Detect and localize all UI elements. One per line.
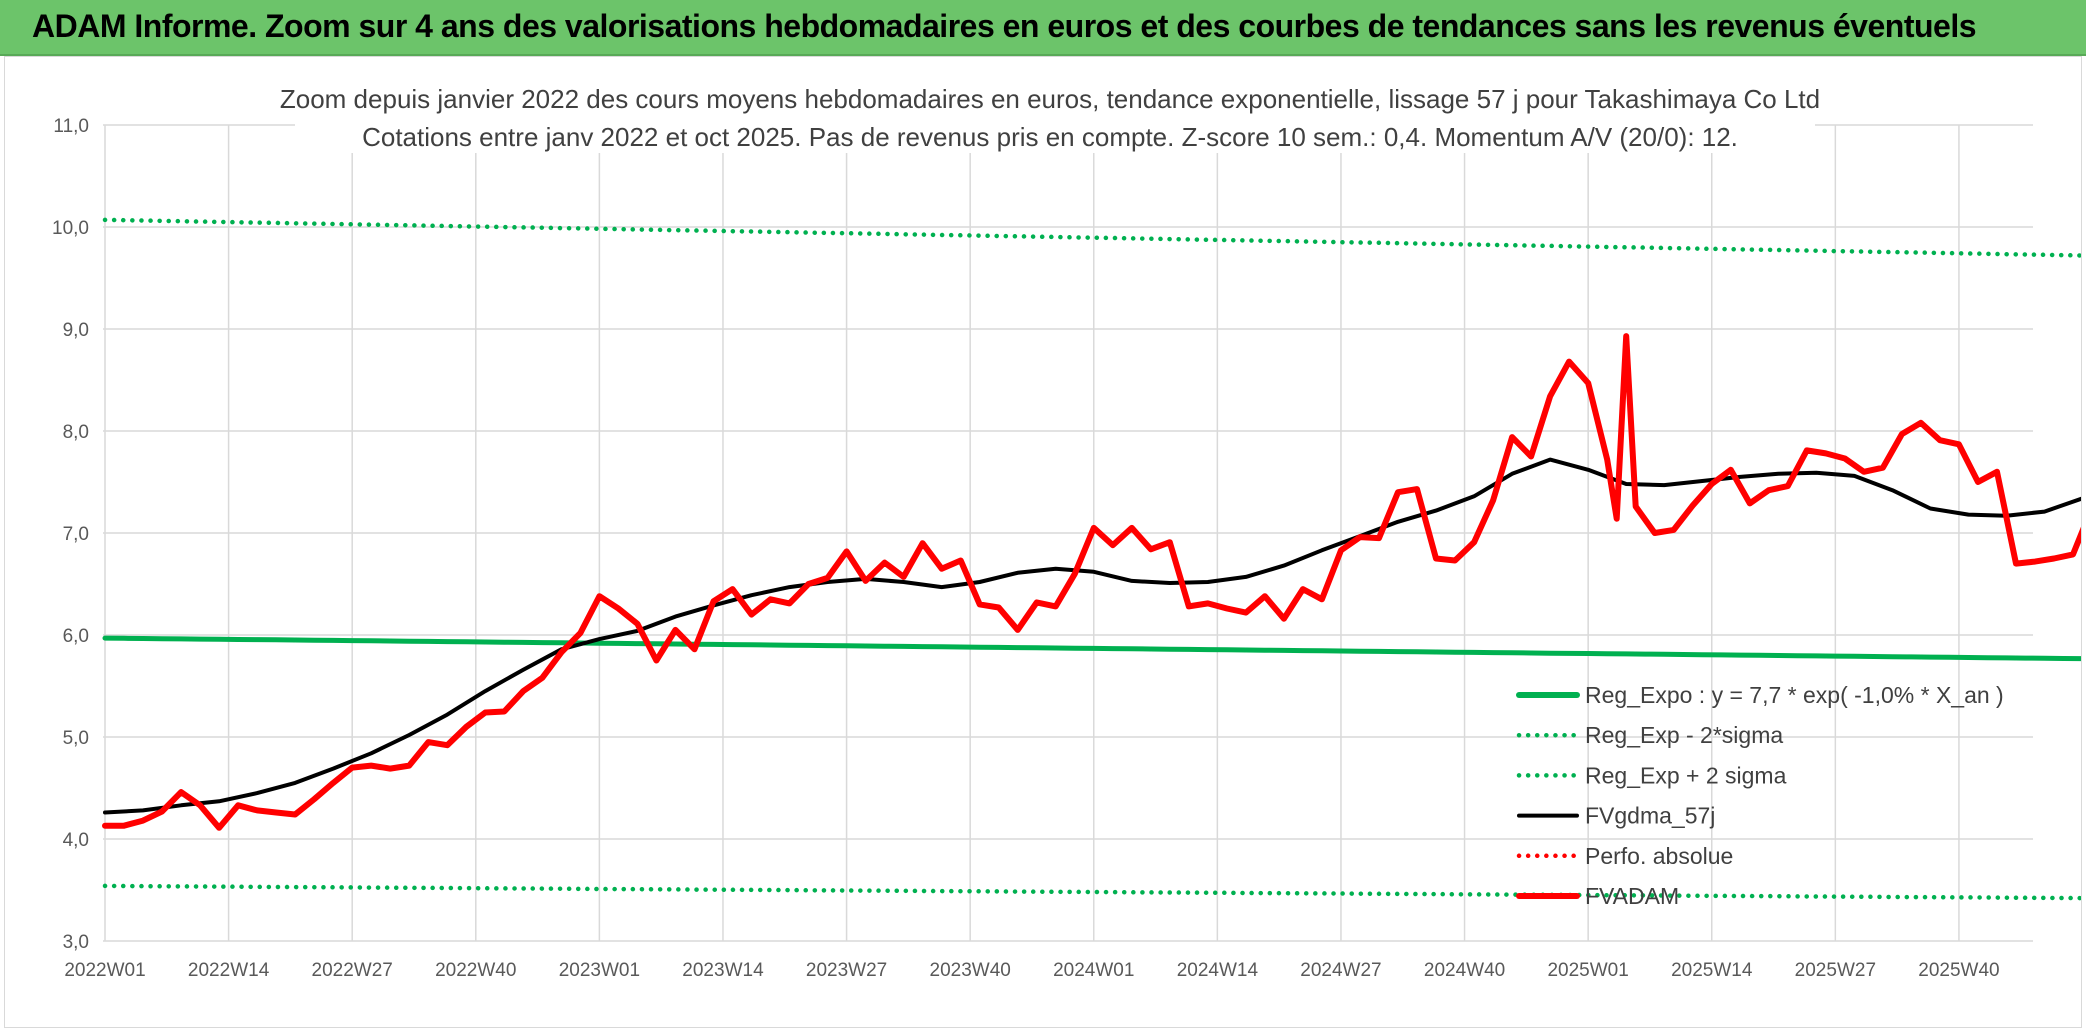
legend: Reg_Expo : y = 7,7 * exp( -1,0% * X_an )… [1516,682,2004,909]
x-tick-label: 2022W40 [435,960,516,981]
y-tick-label: 10,0 [52,218,89,239]
y-tick-label: 8,0 [63,422,89,443]
x-tick-label: 2025W40 [1918,960,1999,981]
legend-label: Reg_Exp + 2 sigma [1585,762,1787,788]
x-tick-label: 2024W40 [1424,960,1505,981]
legend-label: Perfo. absolue [1585,843,1733,869]
series [102,217,2081,901]
x-tick-label: 2022W27 [312,960,393,981]
x-tick-label: 2024W14 [1177,960,1259,981]
legend-label: Reg_Exp - 2*sigma [1585,722,1783,748]
y-tick-label: 6,0 [63,626,89,647]
chart-title: Zoom depuis janvier 2022 des cours moyen… [280,84,1820,114]
x-tick-label: 2023W27 [806,960,887,981]
series-line-5 [102,333,2081,831]
y-tick-label: 3,0 [63,932,89,953]
chart-area: 3,0 4,0 5,0 6,0 7,0 8,0 9,0 10,0 11,0 2022W01 202… [4,56,2082,1028]
report-title: ADAM Informe. Zoom sur 4 ans des valoris… [32,8,1977,44]
x-tick-label: 2024W01 [1053,960,1134,981]
legend-label: Reg_Expo : y = 7,7 * exp( -1,0% * X_an ) [1585,682,2004,708]
x-tick-label: 2023W01 [559,960,640,981]
y-tick-label: 11,0 [53,116,89,137]
x-tick-label: 2024W27 [1300,960,1381,981]
series-line-1 [102,883,2081,901]
x-tick-label: 2025W01 [1547,960,1628,981]
x-tick-label: 2022W01 [64,960,145,981]
x-tick-label: 2022W14 [188,960,270,981]
report-header: ADAM Informe. Zoom sur 4 ans des valoris… [0,0,2086,56]
y-tick-label: 4,0 [63,830,89,851]
series-line-2 [102,217,2081,258]
title-background [295,65,1815,153]
y-tick-label: 5,0 [63,728,89,749]
x-tick-label: 2025W14 [1671,960,1753,981]
series-line-0 [102,635,2081,662]
line-chart: 3,04,05,06,07,08,09,010,011,0 2022W01 202… [52,65,2081,981]
x-tick-label: 2025W27 [1795,960,1876,981]
x-tick-label: 2023W40 [930,960,1011,981]
chart-subtitle: Cotations entre janv 2022 et oct 2025. P… [362,122,1738,152]
series-line-3 [103,457,2081,815]
legend-label: FVgdma_57j [1585,803,1715,829]
x-axis: 2022W01 2022W14 2022W27 2022W40 2023W01 2023W… [64,960,1999,981]
legend-label: FVADAM [1585,883,1679,909]
x-tick-label: 2023W14 [682,960,764,981]
y-tick-label: 9,0 [63,320,89,341]
y-tick-label: 7,0 [63,524,89,545]
y-axis: 3,0 4,0 5,0 6,0 7,0 8,0 9,0 10,0 11,0 [52,116,89,953]
